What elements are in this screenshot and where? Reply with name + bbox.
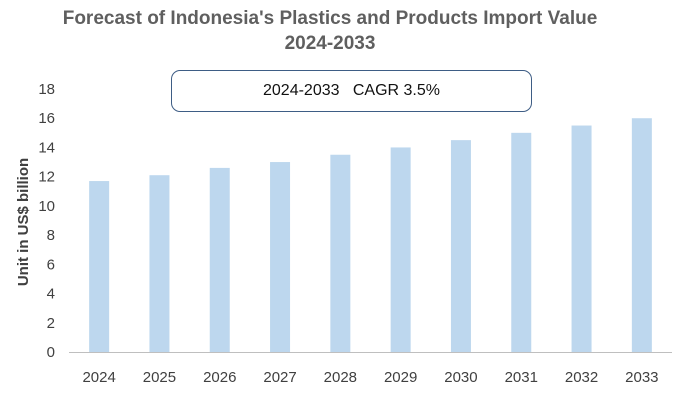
- x-tick-label: 2025: [143, 369, 176, 386]
- y-tick-label: 4: [47, 286, 55, 303]
- cagr-annotation-box: 2024-2033 CAGR 3.5%: [171, 70, 532, 112]
- x-tick-label: 2031: [505, 369, 538, 386]
- bar: [390, 147, 411, 352]
- bar: [330, 154, 351, 352]
- x-tick-label: 2033: [625, 369, 658, 386]
- y-tick-label: 0: [47, 344, 55, 361]
- x-tick-label: 2027: [263, 369, 296, 386]
- x-tick-label: 2029: [384, 369, 417, 386]
- bar: [209, 167, 230, 352]
- y-tick-label: 16: [38, 110, 55, 127]
- y-axis-label: Unit in US$ billion: [15, 158, 32, 286]
- x-tick-label: 2030: [444, 369, 477, 386]
- y-tick-label: 8: [47, 227, 55, 244]
- chart-title-line1: Forecast of Indonesia's Plastics and Pro…: [62, 8, 598, 29]
- x-tick-label: 2032: [565, 369, 598, 386]
- chart-title-line2: 2024-2033: [284, 33, 376, 54]
- bars: [89, 118, 652, 353]
- bar: [511, 132, 532, 352]
- bar: [571, 125, 592, 353]
- x-tick-label: 2028: [324, 369, 357, 386]
- cagr-annotation-text: 2024-2033 CAGR 3.5%: [263, 82, 440, 99]
- y-tick-label: 14: [38, 139, 55, 156]
- bar: [149, 175, 170, 352]
- x-tick-label: 2024: [82, 369, 115, 386]
- bar: [450, 140, 471, 352]
- chart-title: Forecast of Indonesia's Plastics and Pro…: [0, 6, 660, 56]
- y-tick-label: 18: [38, 81, 55, 98]
- bar: [631, 118, 652, 352]
- x-tick-label: 2026: [203, 369, 236, 386]
- y-axis-ticks: 0 2 4 6 8 10 12 14 16 18: [38, 81, 55, 361]
- y-tick-label: 2: [47, 315, 55, 332]
- bar: [89, 181, 110, 352]
- y-tick-label: 10: [38, 198, 55, 215]
- y-tick-label: 6: [47, 256, 55, 273]
- x-axis-ticks: 2024 2025 2026 2027 2028 2029 2030 2031 2032 2033: [82, 369, 658, 386]
- bar: [270, 162, 291, 352]
- y-tick-label: 12: [38, 169, 55, 186]
